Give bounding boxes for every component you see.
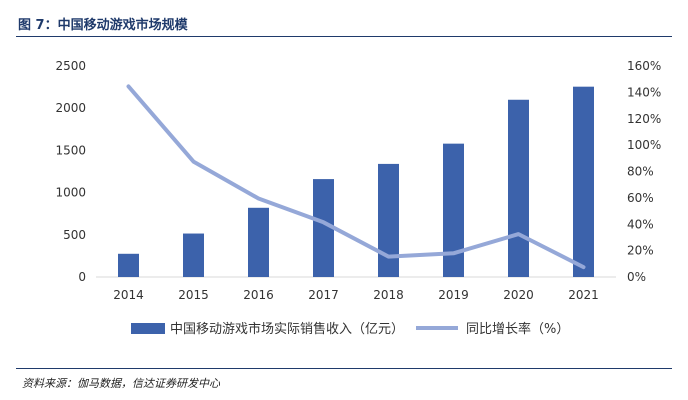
right-axis: 0% 20% 40% 60% 80% 100% 120% 140% 160% <box>627 59 661 284</box>
y-left-tick-label: 2500 <box>55 59 86 73</box>
y-left-tick-label: 500 <box>63 228 86 242</box>
x-tick-label: 2021 <box>568 288 599 302</box>
y-left-tick-label: 0 <box>78 270 86 284</box>
y-right-tick-label: 100% <box>627 138 661 152</box>
y-right-tick-label: 80% <box>627 165 654 179</box>
legend-line-label: 同比增长率（%） <box>466 321 569 337</box>
x-tick-label: 2014 <box>113 288 144 302</box>
bar-2016 <box>248 207 269 277</box>
left-axis: 0 500 1000 1500 2000 2500 <box>55 59 86 284</box>
legend-bar-swatch <box>131 323 165 334</box>
growth-rate-line <box>126 84 586 270</box>
figure-header: 图 7：中国移动游戏市场规模 <box>16 8 672 37</box>
bar-2020 <box>508 99 529 277</box>
y-right-tick-label: 140% <box>627 85 661 99</box>
bar-2017 <box>313 179 334 277</box>
bar-2021 <box>573 86 594 277</box>
source-note: 资料来源：伽马数据，信达证券研发中心 <box>22 377 220 390</box>
bar-2015 <box>183 233 204 277</box>
bar-2019 <box>443 143 464 277</box>
x-tick-label: 2018 <box>373 288 404 302</box>
chart-container: 0 500 1000 1500 2000 2500 0% 20% 40% 60% 80% 100% 1… <box>0 40 688 360</box>
y-right-tick-label: 120% <box>627 112 661 126</box>
bar-series <box>118 86 594 277</box>
y-right-tick-label: 160% <box>627 59 661 73</box>
x-tick-label: 2020 <box>503 288 534 302</box>
x-tick-label: 2016 <box>243 288 274 302</box>
y-right-tick-label: 20% <box>627 244 654 258</box>
figure-footer: 资料来源：伽马数据，信达证券研发中心 <box>16 368 672 390</box>
legend-bar-label: 中国移动游戏市场实际销售收入（亿元） <box>170 321 404 337</box>
y-right-tick-label: 0% <box>627 270 646 284</box>
y-right-tick-label: 60% <box>627 191 654 205</box>
x-tick-label: 2019 <box>438 288 469 302</box>
y-right-tick-label: 40% <box>627 217 654 231</box>
x-tick-label: 2017 <box>308 288 339 302</box>
y-left-tick-label: 1000 <box>55 186 86 200</box>
bar-2014 <box>118 253 139 277</box>
bar-2018 <box>378 163 399 277</box>
x-axis-ticks: 2014 2015 2016 2017 2018 2019 2020 2021 <box>113 288 599 302</box>
figure-title: 图 7：中国移动游戏市场规模 <box>18 18 188 33</box>
x-tick-label: 2015 <box>178 288 209 302</box>
y-left-tick-label: 1500 <box>55 143 86 157</box>
chart-svg: 0 500 1000 1500 2000 2500 0% 20% 40% 60% 80% 100% 1… <box>55 59 661 337</box>
y-left-tick-label: 2000 <box>55 101 86 115</box>
legend: 中国移动游戏市场实际销售收入（亿元） 同比增长率（%） <box>131 321 569 337</box>
